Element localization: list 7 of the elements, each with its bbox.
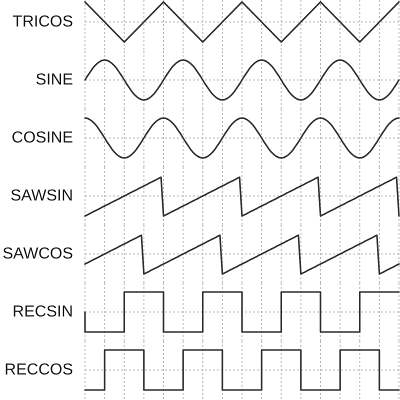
y-axis-title: RECCOS	[4, 362, 73, 378]
y-axis-title: SAWCOS	[2, 246, 73, 262]
y-axis-title: SINE	[36, 72, 73, 88]
y-axis-title: SAWSIN	[10, 188, 73, 204]
y-axis-title: COSINE	[12, 130, 73, 146]
y-axis-title: TRICOS	[12, 14, 73, 30]
y-axis-title: RECSIN	[12, 304, 73, 320]
